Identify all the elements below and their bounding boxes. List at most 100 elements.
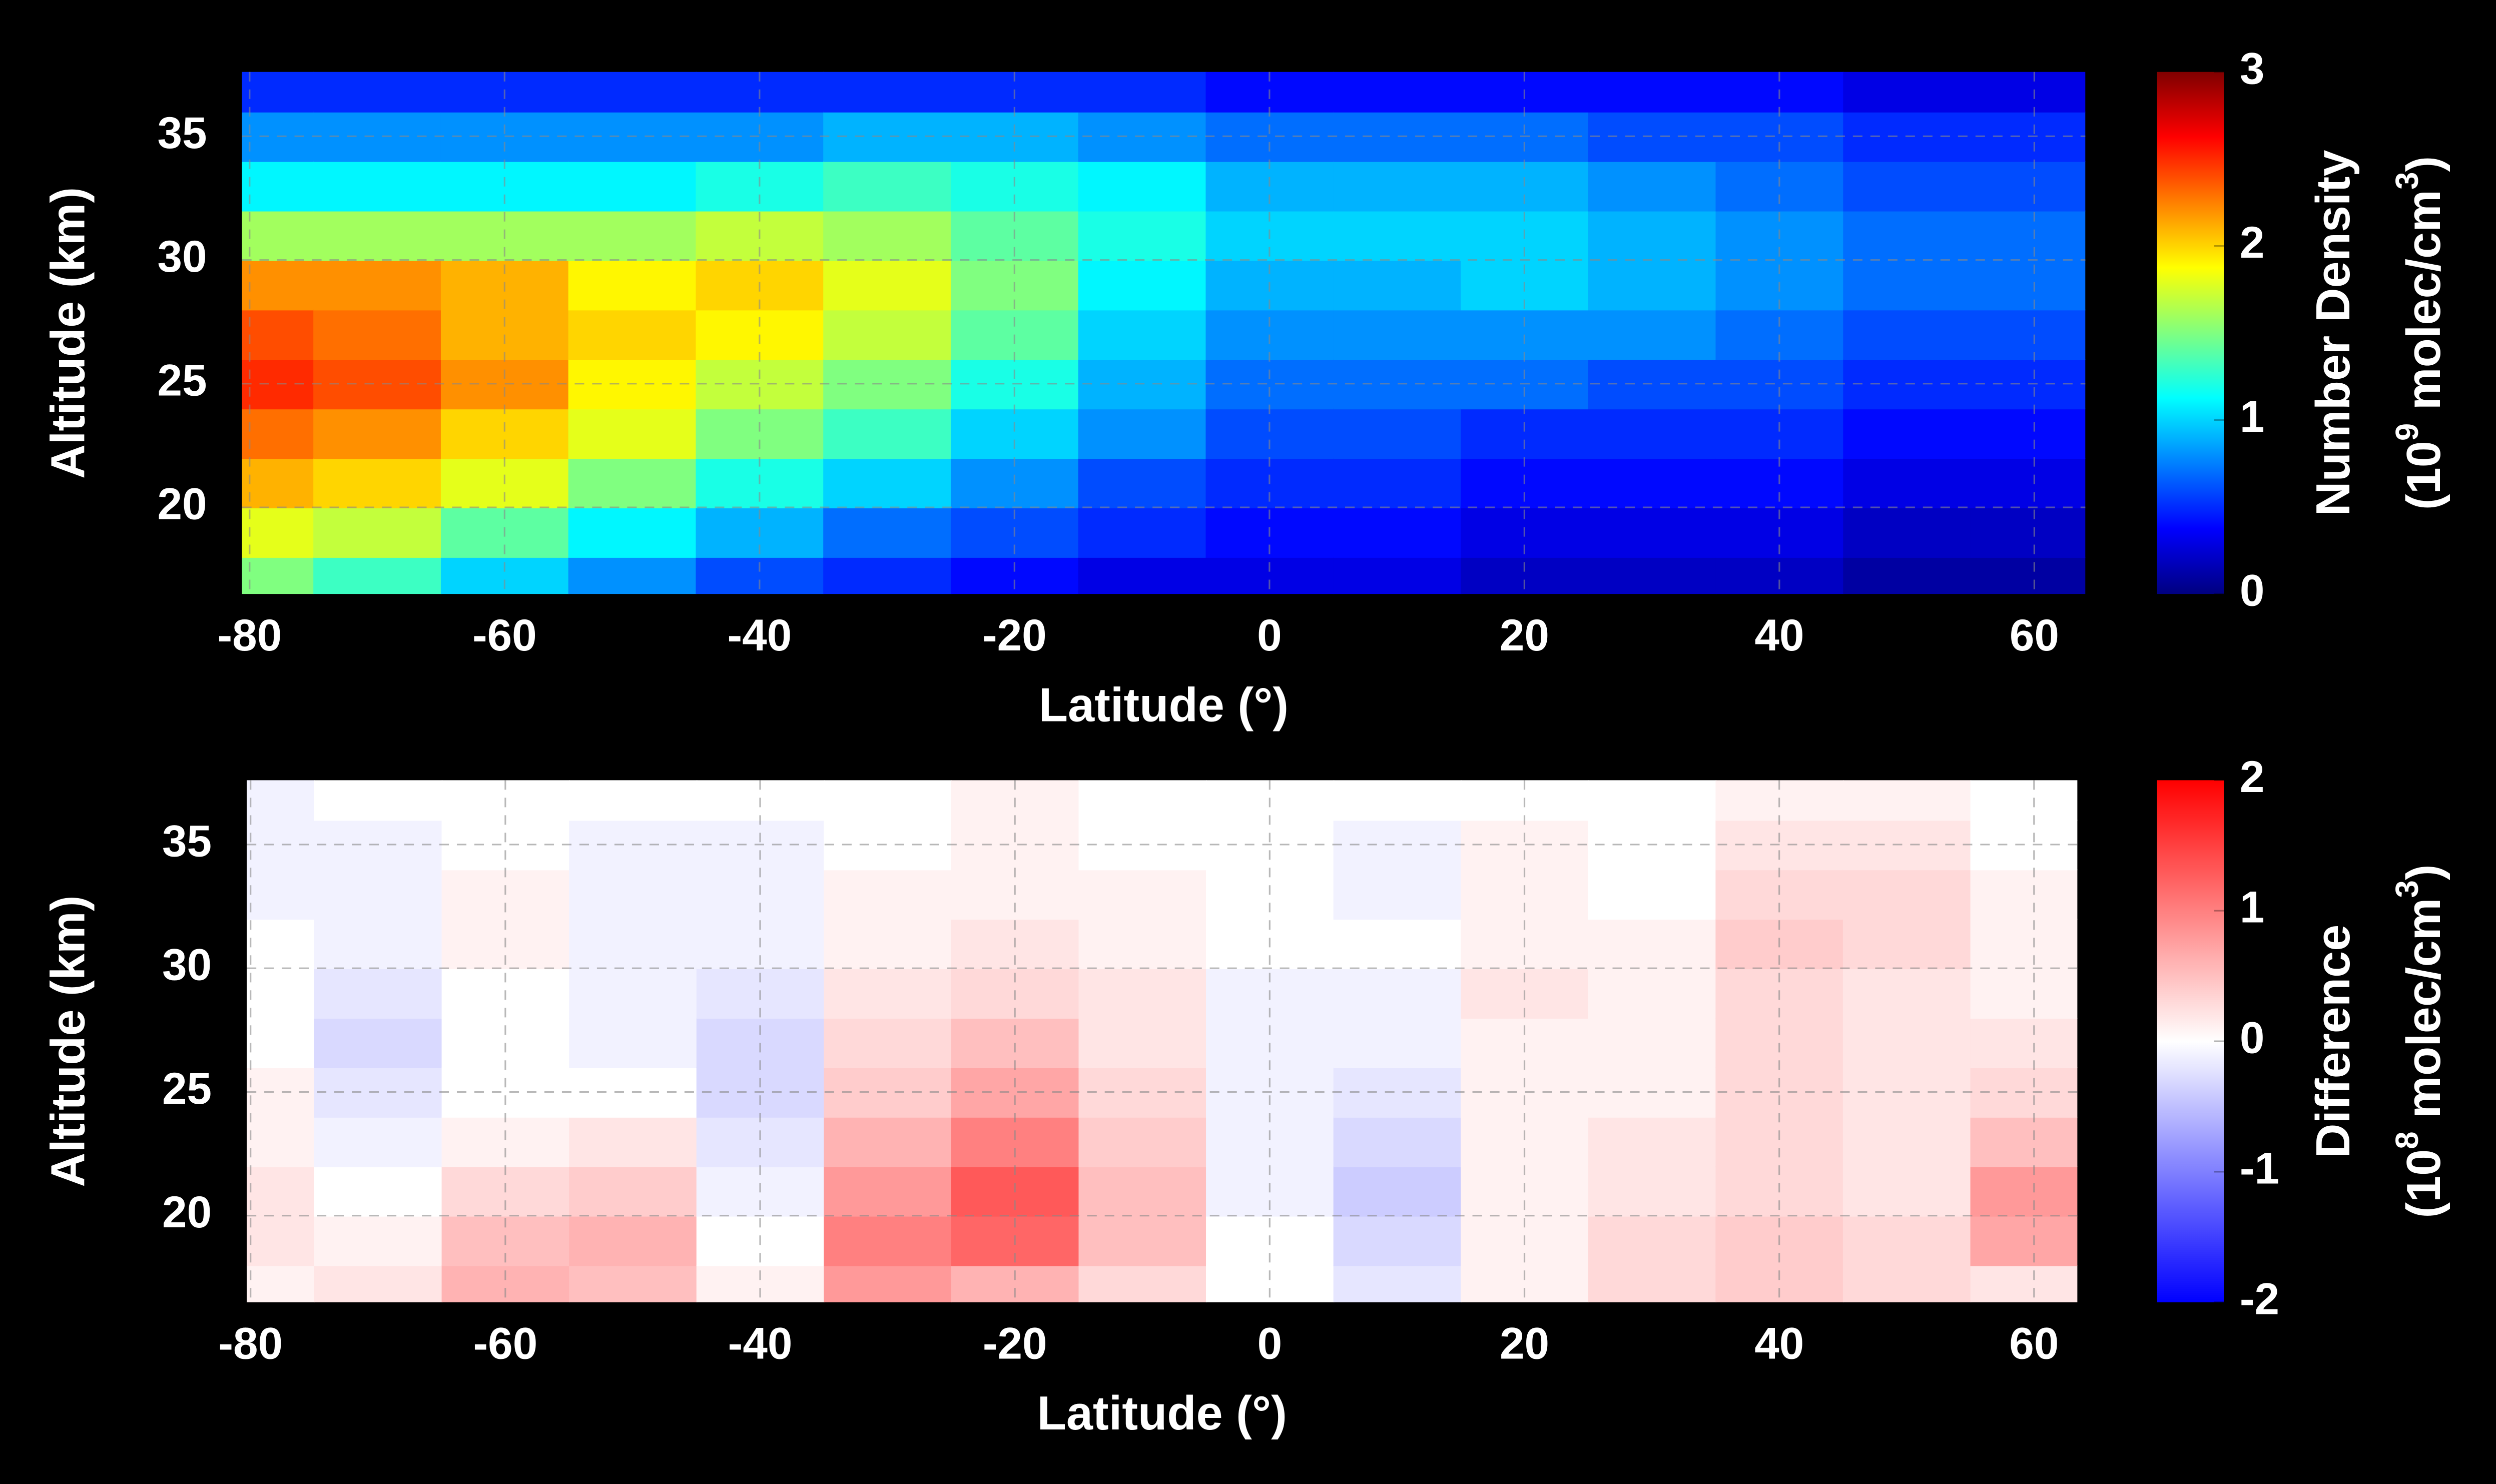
heatmap-cell	[314, 1265, 443, 1302]
colorbar-tick-label: 2	[2240, 752, 2265, 802]
heatmap-cell	[1715, 408, 1844, 459]
heatmap-cell	[1206, 1116, 1335, 1167]
heatmap-cell	[242, 72, 315, 113]
heatmap-cell	[823, 210, 952, 261]
heatmap-cell	[313, 309, 442, 360]
heatmap-cell	[1461, 1116, 1589, 1167]
heatmap-cell	[1970, 507, 2086, 558]
x-tick-label: -80	[218, 1318, 283, 1368]
heatmap-cell	[569, 1018, 698, 1068]
heatmap-cell	[1588, 210, 1717, 261]
x-axis-label: Latitude (°)	[1039, 678, 1289, 731]
y-tick-label: 30	[157, 231, 207, 281]
heatmap-cell	[1333, 968, 1462, 1019]
colorbar-tick-label: 1	[2240, 391, 2265, 441]
heatmap-cell	[1333, 869, 1462, 920]
heatmap-cell	[569, 968, 698, 1019]
y-tick-label: 35	[162, 816, 212, 866]
y-tick-label: 20	[157, 479, 207, 529]
heatmap-cell	[440, 408, 569, 459]
heatmap-cell	[1078, 507, 1207, 558]
heatmap-cell	[1842, 1018, 1972, 1068]
heatmap-cell	[569, 1166, 698, 1217]
heatmap-cell	[1588, 968, 1717, 1019]
heatmap-cell	[1842, 869, 1972, 920]
heatmap-cell	[1588, 161, 1717, 212]
heatmap-cell	[823, 556, 952, 594]
heatmap-cell	[1843, 408, 1972, 459]
colorbar-units-part: 8	[2390, 1131, 2425, 1149]
heatmap-cell	[1715, 1116, 1844, 1167]
heatmap-cell	[1333, 408, 1462, 459]
heatmap-cell	[1078, 780, 1207, 821]
heatmap-cell	[951, 1116, 1080, 1167]
colorbar-units-part: molec/cm	[2397, 898, 2450, 1132]
heatmap-cell	[1970, 260, 2086, 311]
heatmap-cell	[1333, 1116, 1462, 1167]
heatmap-cell	[1970, 780, 2078, 821]
heatmap-cell	[1970, 556, 2086, 594]
heatmap-cell	[1078, 1018, 1207, 1068]
heatmap-cell	[568, 260, 697, 311]
heatmap-cell	[1970, 210, 2086, 261]
heatmap-cell	[314, 1018, 443, 1068]
heatmap-cell	[1078, 919, 1207, 970]
heatmap-cell	[824, 1018, 952, 1068]
colorbar-label: Number Density	[2307, 150, 2360, 516]
heatmap-cell	[1333, 72, 1462, 113]
heatmap-cell	[568, 210, 697, 261]
heatmap-cell	[1970, 161, 2086, 212]
heatmap-cell	[242, 458, 315, 508]
heatmap-cell	[1078, 161, 1207, 212]
heatmap-cell	[1333, 210, 1462, 261]
heatmap-cell	[1842, 1166, 1972, 1217]
heatmap-cell	[1588, 780, 1717, 821]
heatmap-cell	[824, 780, 952, 821]
heatmap-cell	[1333, 309, 1462, 360]
heatmap-cell	[569, 1116, 698, 1167]
heatmap-cell	[247, 1215, 315, 1266]
heatmap-cell	[314, 968, 443, 1019]
heatmap-cell	[1843, 309, 1972, 360]
heatmap-cell	[1843, 72, 1972, 113]
heatmap-cell	[1333, 458, 1462, 508]
heatmap-cell	[1588, 507, 1717, 558]
colorbar-tick-label: 0	[2240, 565, 2265, 615]
heatmap-cell	[1843, 507, 1972, 558]
colorbar-tick-label: 3	[2240, 43, 2265, 93]
heatmap-cell	[1843, 260, 1972, 311]
heatmap-cell	[242, 210, 315, 261]
heatmap-cell	[313, 556, 442, 594]
heatmap-cell	[823, 161, 952, 212]
heatmap-cell	[314, 919, 443, 970]
colorbar-units-part: 3	[2390, 880, 2425, 898]
heatmap-cell	[1333, 1265, 1462, 1302]
heatmap-cell	[1970, 1116, 2078, 1167]
colorbar-tick-label: 2	[2240, 217, 2265, 267]
heatmap-cell	[1333, 780, 1462, 821]
heatmap-cell	[568, 556, 697, 594]
heatmap-cell	[823, 72, 952, 113]
heatmap-cell	[313, 507, 442, 558]
y-tick-label: 25	[162, 1063, 212, 1113]
heatmap-cell	[1970, 72, 2086, 113]
heatmap-cell	[824, 1215, 952, 1266]
heatmap-cell	[568, 408, 697, 459]
y-axis-label: Altitude (km)	[42, 187, 95, 479]
x-axis-label: Latitude (°)	[1037, 1387, 1287, 1440]
heatmap-cell	[824, 968, 952, 1019]
heatmap-cell	[242, 408, 315, 459]
heatmap-cell	[1333, 161, 1462, 212]
colorbar-tick-label: -1	[2240, 1143, 2279, 1193]
x-tick-label: -60	[473, 1318, 538, 1368]
heatmap-cell	[1078, 869, 1207, 920]
heatmap-cell	[247, 968, 315, 1019]
colorbar-tick-label: 0	[2240, 1013, 2265, 1063]
heatmap-cell	[823, 309, 952, 360]
colorbar-units-part: 3	[2390, 172, 2425, 190]
colorbar-label: Difference	[2307, 925, 2360, 1158]
heatmap-cell	[1588, 1215, 1717, 1266]
heatmap-cell	[314, 1215, 443, 1266]
heatmap-cell	[247, 1265, 315, 1302]
x-tick-label: -20	[983, 1318, 1047, 1368]
